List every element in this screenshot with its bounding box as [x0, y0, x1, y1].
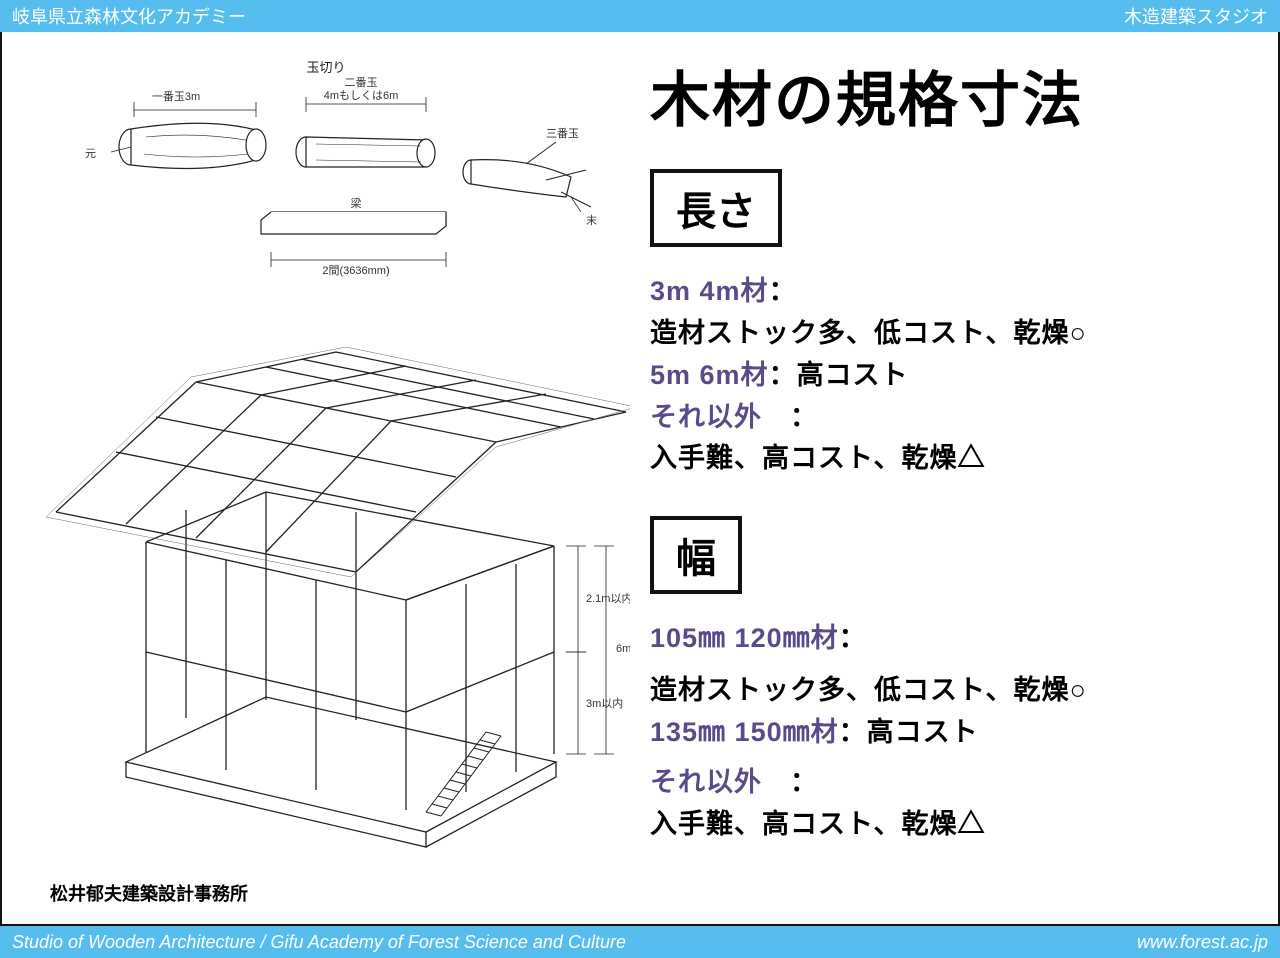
length-line-0: 3m 4m材： [650, 271, 1248, 313]
width-line-3: それ以外 ： [650, 762, 1248, 804]
section-length: 長さ 3m 4m材： 造材ストック多、低コスト、乾燥○ 5m 6m材：高コスト … [650, 169, 1248, 480]
label-ichibandama: 一番玉3m [152, 90, 200, 103]
diagram-panel: 玉切り 一番玉3m 二番玉 4mもしくは6m 三番玉 元 末 梁 2間(3636… [2, 32, 640, 924]
image-credit: 松井郁夫建築設計事務所 [50, 880, 248, 906]
page-title: 木材の規格寸法 [650, 52, 1248, 139]
width-line-4: 入手難、高コスト、乾燥△ [650, 804, 1248, 846]
section-label-length: 長さ [650, 169, 782, 247]
content-area: 玉切り 一番玉3m 二番玉 4mもしくは6m 三番玉 元 末 梁 2間(3636… [0, 32, 1280, 926]
length-line-4: 入手難、高コスト、乾燥△ [650, 438, 1248, 480]
label-nibandama: 二番玉 [345, 76, 378, 89]
bottombar-right: www.forest.ac.jp [1137, 932, 1268, 953]
text-panel: 木材の規格寸法 長さ 3m 4m材： 造材ストック多、低コスト、乾燥○ 5m 6… [640, 32, 1278, 924]
length-line-1: 造材ストック多、低コスト、乾燥○ [650, 313, 1248, 355]
label-h2: 3m以内 [586, 696, 623, 710]
bottom-bar: Studio of Wooden Architecture / Gifu Aca… [0, 926, 1280, 958]
label-w: 6m以内 [616, 641, 630, 655]
top-bar: 岐阜県立森林文化アカデミー 木造建築スタジオ [0, 0, 1280, 32]
label-sue: 末 [586, 213, 597, 227]
label-sanbandama: 三番玉 [546, 127, 579, 140]
label-tamagiri: 玉切り [306, 60, 345, 75]
length-line-2: 5m 6m材：高コスト [650, 355, 1248, 397]
label-nibandama-sub: 4mもしくは6m [324, 89, 399, 102]
label-hari: 梁 [351, 196, 362, 210]
width-line-1: 造材ストック多、低コスト、乾燥○ [650, 670, 1248, 712]
bottombar-left: Studio of Wooden Architecture / Gifu Aca… [12, 932, 626, 953]
width-line-2: 135㎜ 150㎜材：高コスト [650, 712, 1248, 754]
width-line-0: 105㎜ 120㎜材： [650, 618, 1248, 660]
length-line-3: それ以外 ： [650, 397, 1248, 439]
label-span: 2間(3636mm) [322, 264, 389, 277]
section-width: 幅 105㎜ 120㎜材： 造材ストック多、低コスト、乾燥○ 135㎜ 150㎜… [650, 516, 1248, 845]
topbar-right: 木造建築スタジオ [1124, 3, 1268, 29]
topbar-left: 岐阜県立森林文化アカデミー [12, 3, 246, 29]
label-h1: 2.1m以内 [586, 591, 630, 605]
lumber-diagram: 玉切り 一番玉3m 二番玉 4mもしくは6m 三番玉 元 末 梁 2間(3636… [22, 52, 630, 872]
section-label-width: 幅 [650, 516, 742, 594]
label-moto: 元 [85, 148, 96, 160]
